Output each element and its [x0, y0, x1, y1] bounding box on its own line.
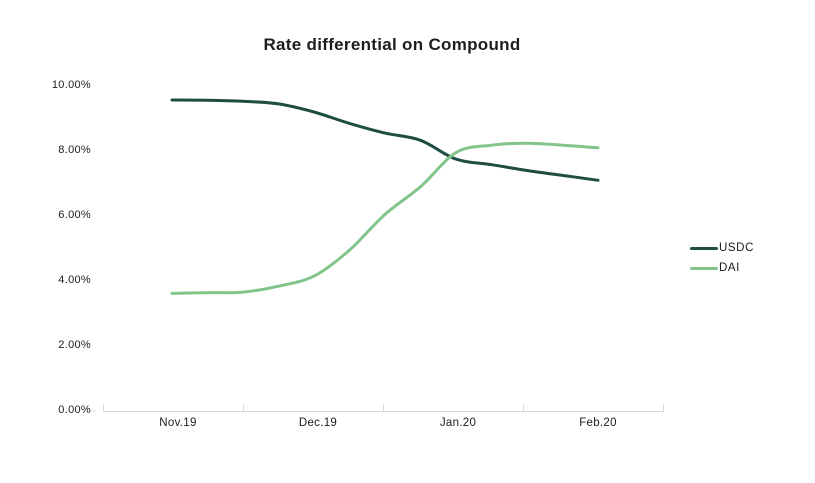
- legend-item-usdc: USDC: [690, 238, 754, 258]
- legend-label: DAI: [719, 262, 740, 274]
- y-tick-label: 10.00%: [51, 79, 91, 91]
- series-line-dai: [170, 141, 600, 295]
- y-tick-label: 4.00%: [58, 274, 91, 286]
- x-tick-label: Dec.19: [298, 417, 338, 429]
- y-tick-label: 0.00%: [58, 404, 91, 416]
- legend-label: USDC: [719, 242, 754, 254]
- y-tick-label: 6.00%: [58, 209, 91, 221]
- series-line-usdc: [170, 98, 600, 182]
- legend: USDC DAI: [690, 238, 754, 278]
- legend-swatch-usdc: [690, 246, 718, 250]
- legend-item-dai: DAI: [690, 258, 754, 278]
- y-tick-label: 2.00%: [58, 339, 91, 351]
- legend-swatch-dai: [690, 266, 718, 270]
- x-tick-label: Feb.20: [579, 417, 617, 429]
- chart-title: Rate differential on Compound: [263, 35, 521, 54]
- x-tick-label: Nov.19: [159, 417, 197, 429]
- x-tick-label: Jan.20: [439, 417, 477, 429]
- y-tick-label: 8.00%: [58, 144, 91, 156]
